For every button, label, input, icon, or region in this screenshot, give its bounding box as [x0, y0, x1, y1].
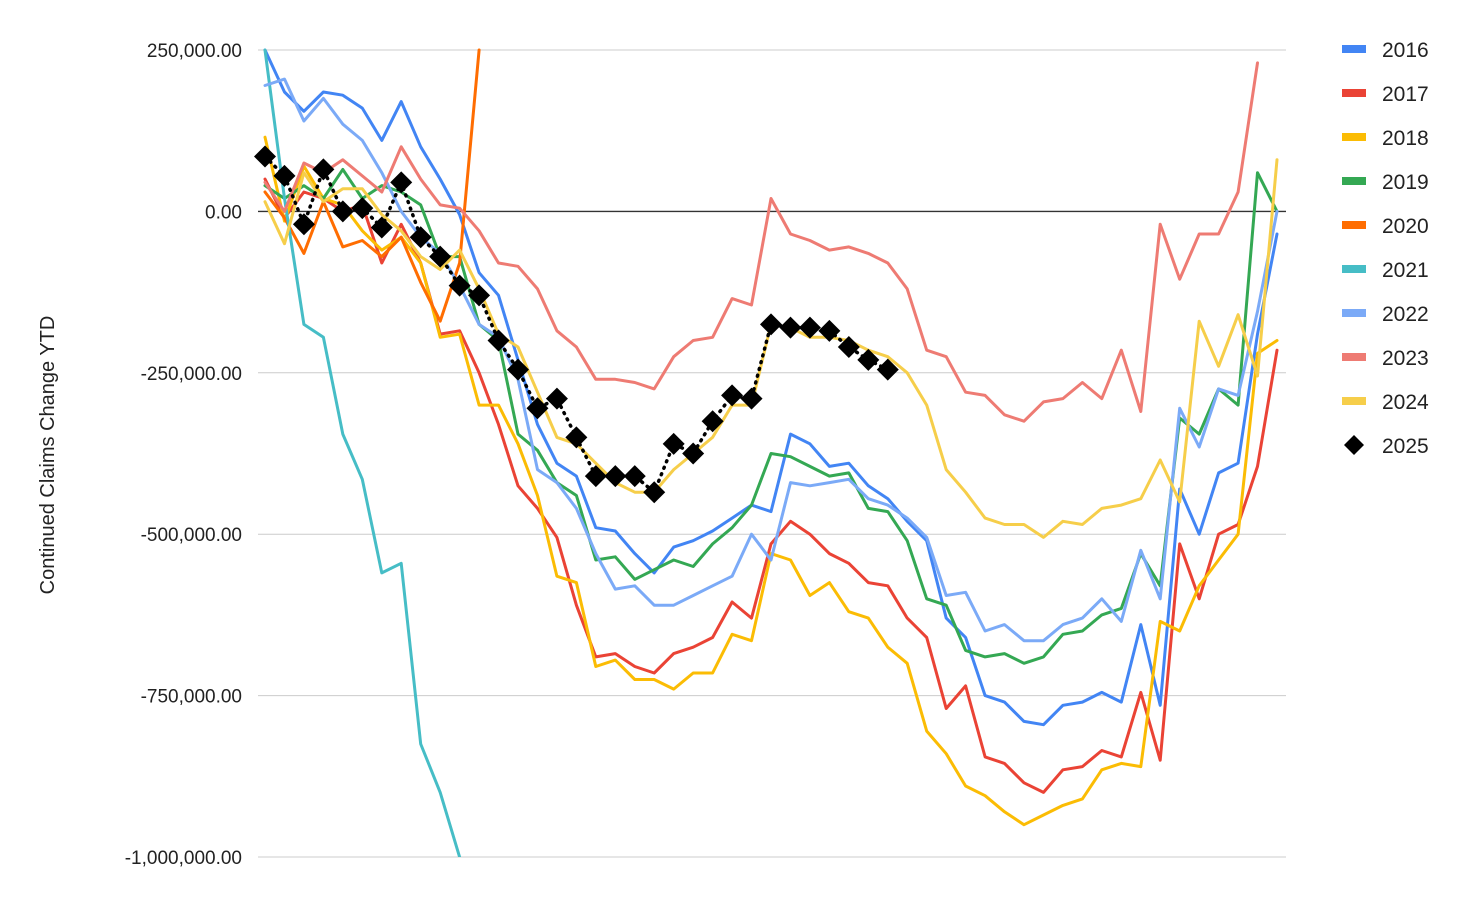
series-marker-2025	[545, 387, 568, 410]
series-marker-2025	[429, 245, 452, 268]
legend-swatch	[1342, 309, 1366, 317]
y-tick-label: -500,000.00	[141, 525, 242, 546]
series-marker-2025	[487, 329, 510, 352]
series-marker-2025	[526, 397, 549, 420]
legend-label: 2018	[1382, 127, 1429, 150]
legend-item-2025: 2025	[1344, 435, 1429, 458]
legend-label: 2023	[1382, 347, 1429, 370]
legend-item-2019: 2019	[1342, 171, 1429, 194]
y-tick-label: -750,000.00	[141, 687, 242, 708]
series-marker-2025	[682, 442, 705, 465]
series-line-2019	[263, 167, 1279, 665]
legend-label: 2021	[1382, 259, 1429, 282]
series-marker-2025	[507, 358, 529, 381]
series-marker-2025	[254, 145, 276, 168]
series-line-2021	[263, 48, 462, 857]
series-marker-2025	[312, 158, 335, 181]
series-marker-2025	[779, 316, 802, 339]
legend-item-2021: 2021	[1342, 259, 1429, 282]
legend-item-2022: 2022	[1342, 303, 1429, 326]
series-marker-2025	[818, 319, 841, 342]
series-marker-2025	[876, 358, 899, 381]
legend-item-2020: 2020	[1342, 215, 1429, 238]
series-marker-2025	[468, 284, 491, 307]
series-markers	[254, 145, 899, 504]
legend-swatch	[1342, 221, 1366, 229]
series-marker-2025	[643, 481, 666, 504]
y-tick-label: 250,000.00	[147, 41, 242, 62]
y-tick-label: 0.00	[205, 202, 242, 223]
series-marker-2025	[604, 465, 627, 488]
legend-item-2016: 2016	[1342, 39, 1429, 62]
series-marker-2025	[701, 410, 724, 433]
series-marker-2025	[565, 426, 588, 449]
legend-swatch	[1342, 177, 1366, 185]
legend-item-2017: 2017	[1342, 83, 1429, 106]
y-axis-title: Continued Claims Change YTD	[37, 316, 59, 595]
series-marker-2025	[662, 432, 685, 455]
series-marker-2025	[584, 465, 607, 488]
legend-label: 2025	[1382, 435, 1429, 458]
gridlines	[258, 49, 1286, 858]
y-tick-label: -1,000,000.00	[125, 848, 242, 869]
legend-item-2023: 2023	[1342, 347, 1429, 370]
series-line-2024	[263, 158, 1279, 539]
series-marker-2025	[292, 213, 315, 236]
series-line-2016	[263, 48, 1279, 727]
series-marker-2025	[409, 226, 432, 249]
series-line-2020	[263, 48, 481, 323]
legend-swatch	[1342, 89, 1366, 97]
legend-label: 2016	[1382, 39, 1429, 62]
legend-swatch	[1344, 435, 1364, 455]
legend-item-2018: 2018	[1342, 127, 1429, 150]
series-marker-2025	[331, 200, 354, 223]
legend-item-2024: 2024	[1342, 391, 1429, 414]
legend-swatch	[1342, 397, 1366, 405]
series-marker-2025	[623, 465, 646, 488]
series-line-2022	[263, 77, 1279, 643]
legend-swatch	[1342, 353, 1366, 361]
legend-swatch	[1342, 133, 1366, 141]
series-marker-2025	[798, 316, 821, 339]
series-marker-2025	[351, 197, 374, 220]
series-marker-2025	[837, 335, 860, 358]
series-marker-2025	[390, 171, 413, 194]
series-lines	[263, 48, 1279, 857]
series-marker-2025	[448, 274, 471, 297]
legend-swatch	[1342, 265, 1366, 273]
series-marker-2025	[721, 384, 744, 407]
legend: 2016 2017 2018 2019 2020 2021 2022 2023 2024 2025	[1342, 39, 1429, 458]
legend-label: 2024	[1382, 391, 1429, 414]
legend-label: 2017	[1382, 83, 1429, 106]
legend-label: 2020	[1382, 215, 1429, 238]
legend-swatch	[1342, 45, 1366, 53]
series-line-2018	[263, 135, 1279, 827]
series-marker-2025	[857, 348, 880, 371]
series-marker-2025	[370, 216, 393, 239]
series-marker-2025	[760, 313, 782, 336]
series-line-2023	[263, 61, 1259, 423]
series-marker-2025	[740, 387, 763, 410]
y-tick-label: -250,000.00	[141, 364, 242, 385]
legend-label: 2022	[1382, 303, 1429, 326]
series-marker-2025	[273, 164, 296, 187]
legend-label: 2019	[1382, 171, 1429, 194]
y-axis-ticks: 250,000.00 0.00 -250,000.00 -500,000.00 -750…	[125, 41, 242, 869]
